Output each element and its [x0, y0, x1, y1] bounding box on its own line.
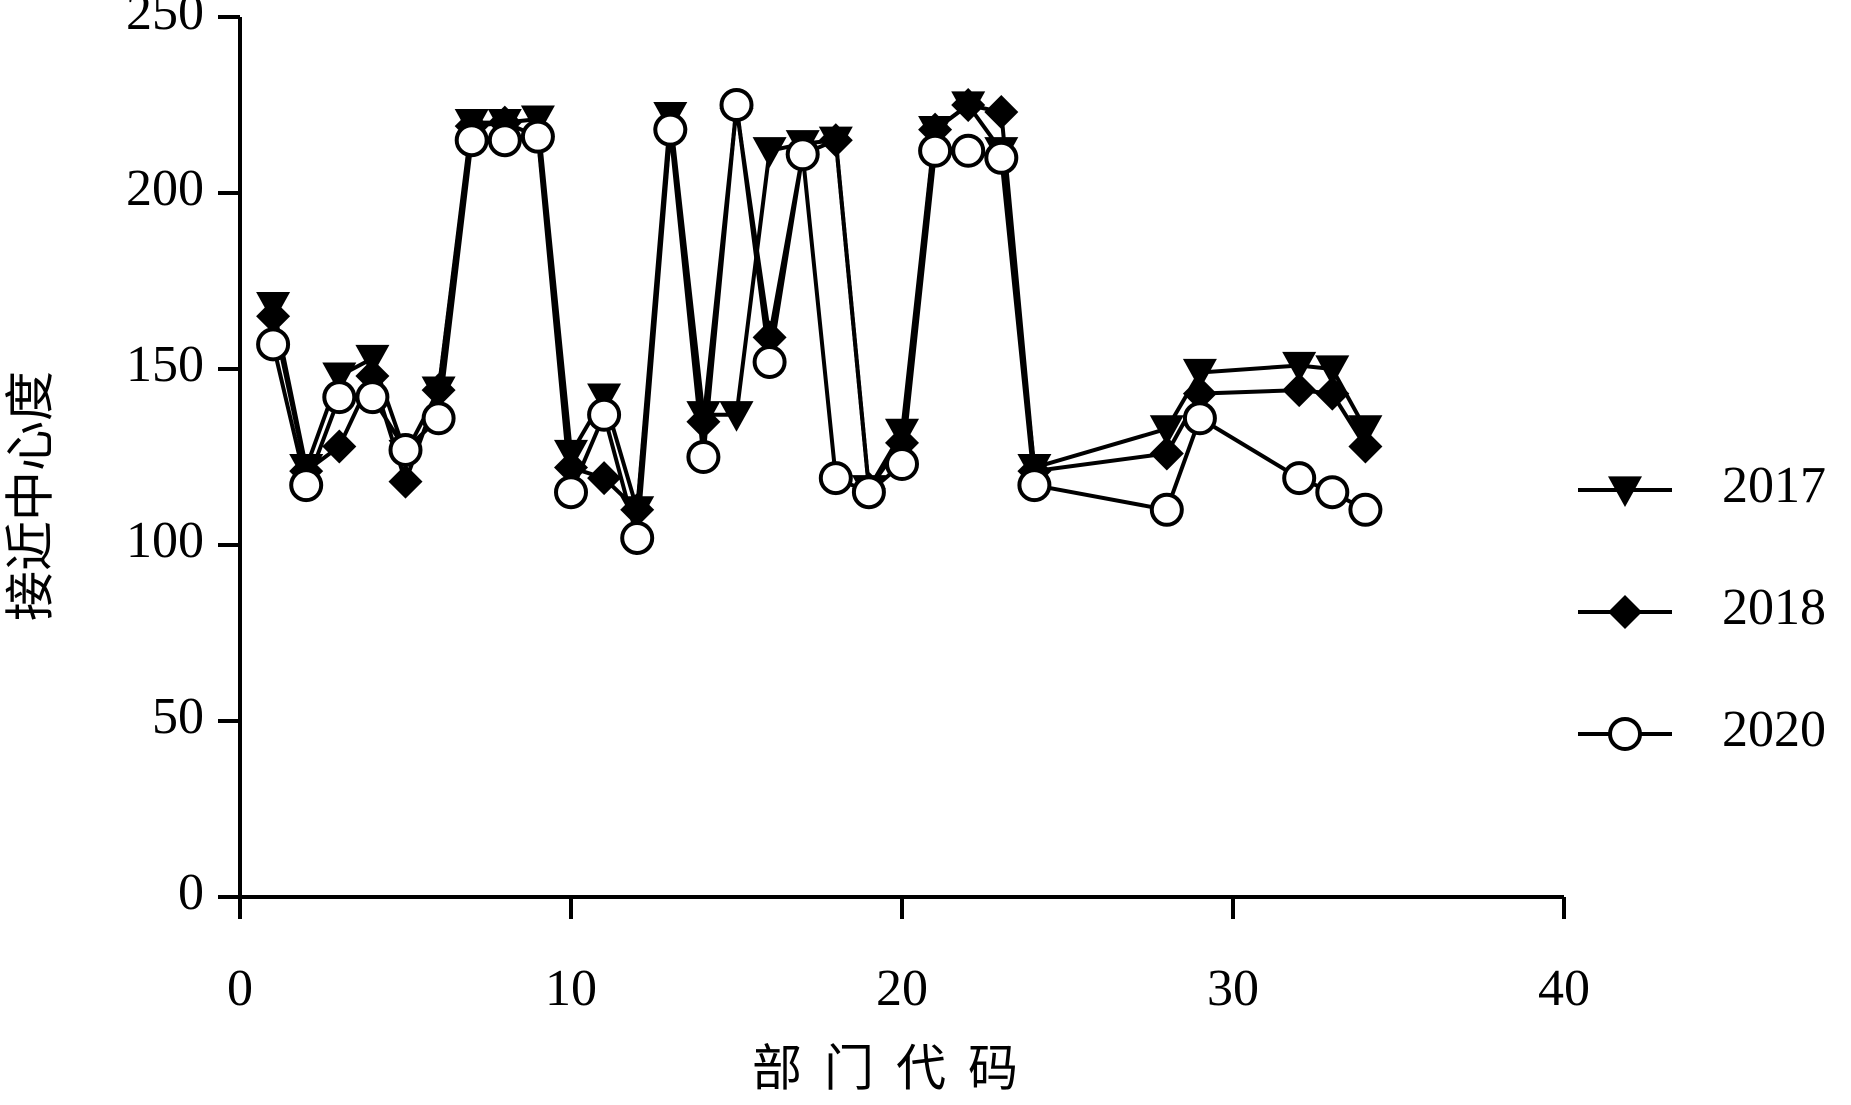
marker	[256, 327, 291, 362]
marker	[1282, 461, 1317, 496]
legend-label: 2018	[1722, 579, 1826, 636]
marker	[719, 401, 754, 432]
legend-marker	[1608, 595, 1642, 629]
y-tick-label: 200	[126, 160, 204, 217]
marker	[1282, 351, 1317, 383]
y-axis-title: 接近中心度	[2, 371, 60, 621]
marker	[1182, 401, 1217, 436]
marker	[1315, 355, 1350, 386]
marker	[752, 344, 787, 379]
marker	[984, 95, 1019, 130]
x-tick-label: 40	[1538, 960, 1590, 1017]
marker	[1282, 373, 1317, 408]
marker	[1348, 429, 1383, 464]
marker	[388, 432, 423, 467]
legend-marker	[1608, 476, 1642, 507]
marker	[752, 320, 787, 355]
marker	[421, 401, 456, 436]
marker	[1149, 415, 1184, 446]
y-tick-label: 100	[126, 512, 204, 569]
marker	[322, 429, 357, 464]
marker	[785, 137, 820, 172]
marker	[752, 137, 787, 168]
marker	[322, 362, 357, 394]
marker	[322, 380, 357, 415]
marker	[719, 88, 754, 122]
marker	[686, 440, 721, 474]
marker	[1149, 436, 1184, 471]
marker	[1348, 492, 1383, 527]
marker	[918, 133, 953, 168]
marker	[520, 119, 555, 154]
marker	[421, 373, 456, 408]
marker	[1315, 475, 1350, 510]
marker	[951, 88, 986, 122]
marker	[587, 397, 622, 432]
marker	[256, 299, 291, 334]
marker	[984, 140, 1019, 175]
marker	[1149, 492, 1184, 527]
marker	[487, 123, 522, 158]
marker	[1182, 376, 1217, 411]
y-tick-label: 150	[126, 336, 204, 393]
y-tick-label: 50	[152, 688, 204, 745]
marker	[686, 404, 721, 439]
marker	[818, 123, 853, 158]
marker	[587, 461, 622, 496]
marker	[388, 464, 423, 499]
marker	[554, 475, 588, 510]
marker	[620, 520, 655, 555]
marker	[289, 468, 324, 503]
x-tick-label: 30	[1207, 960, 1259, 1017]
marker	[1017, 468, 1052, 503]
legend-marker	[1608, 717, 1642, 751]
legend-label: 2020	[1722, 701, 1826, 758]
y-tick-label: 0	[178, 864, 204, 921]
marker	[487, 105, 522, 140]
marker	[1315, 376, 1350, 411]
marker	[454, 123, 489, 158]
marker	[951, 133, 986, 168]
legend-label: 2017	[1722, 457, 1826, 514]
marker	[885, 447, 919, 482]
y-tick-label: 250	[126, 0, 204, 41]
x-tick-label: 10	[545, 960, 597, 1017]
marker	[818, 461, 853, 496]
marker	[355, 380, 390, 415]
x-axis-title: 部门代码	[752, 1040, 1040, 1098]
marker	[851, 475, 886, 510]
x-tick-label: 0	[227, 960, 253, 1017]
x-tick-label: 20	[876, 960, 928, 1017]
series-line	[271, 104, 1367, 539]
marker	[653, 112, 688, 147]
marker	[1182, 358, 1217, 390]
